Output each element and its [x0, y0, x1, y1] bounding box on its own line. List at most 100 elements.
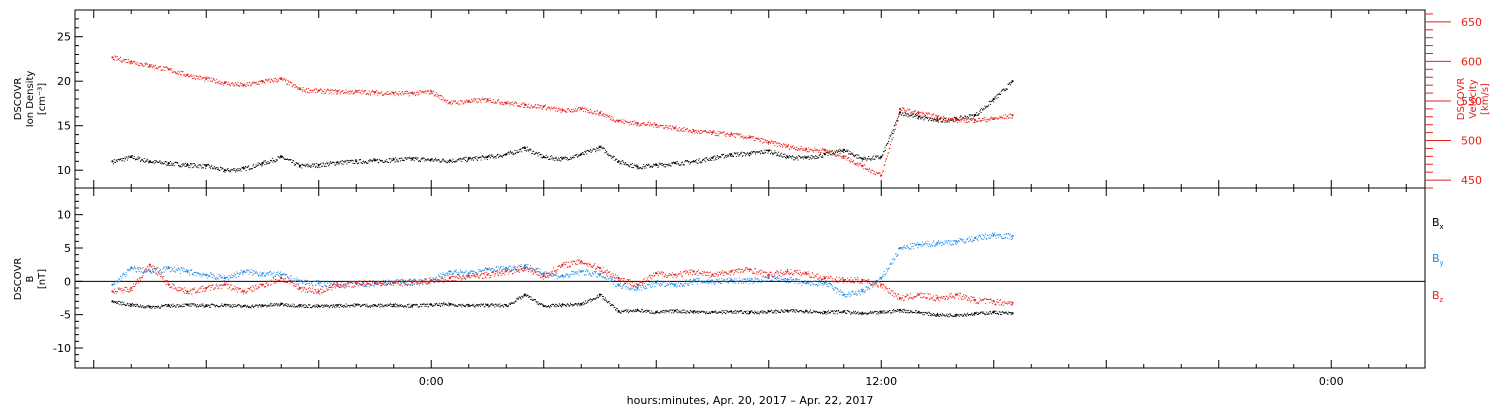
velocity-series-trace-dot: [213, 78, 215, 80]
velocity-series-trace-dot: [560, 109, 561, 111]
velocity-series-trace-dot: [474, 98, 476, 100]
velocity-series-trace-dot: [911, 112, 913, 114]
velocity-series-trace-dot: [469, 101, 471, 103]
bx-series-trace-dot: [625, 309, 627, 311]
ion-density-series-trace-dot: [175, 161, 176, 163]
by-series-trace-dot: [191, 274, 193, 276]
velocity-series-trace-dot: [834, 154, 836, 156]
velocity-series-trace-dot: [976, 121, 978, 123]
velocity-series-trace-dot: [220, 84, 222, 86]
velocity-series-trace-dot: [317, 90, 319, 92]
ion-density-series-trace-dot: [373, 158, 375, 160]
bx-series-trace-dot: [855, 310, 856, 312]
bx-series-trace-dot: [203, 306, 205, 308]
ion-density-series-trace-dot: [241, 167, 243, 169]
bx-series-trace-dot: [268, 304, 270, 306]
ion-density-series-trace-dot: [845, 151, 847, 153]
bx-series-trace-dot: [678, 311, 680, 313]
ion-density-series-trace-dot: [680, 164, 681, 166]
bx-series-trace-dot: [893, 310, 895, 312]
bx-series-trace-dot: [850, 313, 851, 315]
bx-series-trace-dot: [963, 314, 965, 316]
velocity-series-point: [636, 122, 639, 125]
velocity-series-trace-dot: [973, 121, 975, 123]
velocity-series-trace-dot: [726, 132, 728, 134]
ion-density-series-trace-dot: [145, 160, 147, 162]
velocity-series-trace-dot: [662, 124, 664, 126]
ion-density-series-trace-dot: [246, 167, 248, 169]
ion-density-series-trace-dot: [543, 155, 545, 157]
by-series-trace-dot: [141, 272, 143, 274]
ion-density-series-trace-dot: [383, 161, 385, 163]
ion-density-series-trace-dot: [307, 166, 309, 168]
bx-series-trace-dot: [230, 306, 231, 308]
bx-series-trace-dot: [828, 310, 830, 312]
bx-series-trace-dot: [667, 310, 669, 312]
bx-series-trace-dot: [256, 304, 258, 306]
ion-density-series-trace-dot: [371, 161, 373, 163]
ion-density-series-trace-dot: [784, 153, 786, 155]
bx-series-trace-dot: [232, 304, 234, 306]
ion-density-series-trace-dot: [285, 158, 287, 160]
velocity-series-trace-dot: [681, 128, 683, 130]
bx-series-trace-dot: [306, 307, 308, 309]
bx-series-trace-dot: [565, 305, 567, 307]
velocity-series-trace-dot: [1006, 116, 1008, 118]
velocity-series-trace-dot: [678, 127, 680, 129]
by-series-trace-dot: [185, 270, 187, 272]
bx-series-trace-dot: [428, 306, 430, 308]
ion-density-series-trace-dot: [355, 159, 356, 161]
velocity-series-trace-dot: [867, 169, 869, 171]
velocity-series-trace-dot: [160, 66, 161, 68]
velocity-series-trace-dot: [853, 163, 855, 165]
ion-density-series-trace-dot: [182, 163, 184, 165]
bx-series-trace-dot: [538, 303, 540, 305]
bx-series-point: [861, 312, 864, 315]
velocity-series-trace-dot: [515, 101, 516, 103]
bx-series-trace-dot: [779, 311, 781, 313]
bx-series-trace-dot: [285, 304, 286, 306]
by-series-trace-dot: [182, 267, 184, 269]
velocity-series-trace-dot: [856, 164, 858, 166]
bx-series-trace-dot: [735, 310, 736, 312]
velocity-series-trace-dot: [376, 90, 378, 92]
bx-series-trace-dot: [957, 314, 959, 316]
ion-density-series-trace-dot: [588, 150, 590, 152]
bx-series-trace-dot: [348, 305, 350, 307]
bx-series-trace-dot: [221, 303, 223, 305]
bx-series-trace-dot: [916, 312, 918, 314]
velocity-series-trace-dot: [1001, 117, 1003, 119]
ion-density-series-trace-dot: [878, 158, 880, 160]
velocity-series-trace-dot: [233, 83, 235, 85]
velocity-series-trace-dot: [446, 99, 448, 101]
bx-series-trace-dot: [985, 313, 986, 315]
bx-series-trace-dot: [181, 305, 183, 307]
velocity-series-trace-dot: [1008, 116, 1010, 118]
ion-density-series-trace-dot: [395, 157, 396, 159]
by-series-trace-dot: [353, 285, 355, 287]
ion-density-series-trace-dot: [596, 147, 598, 149]
ion-density-series-trace-dot: [949, 119, 951, 121]
ion-density-series-trace-dot: [160, 161, 162, 163]
ion-density-series-trace-dot: [135, 159, 136, 161]
ion-density-series-trace-dot: [164, 161, 166, 163]
ion-density-series-trace-dot: [306, 165, 308, 167]
bx-series-trace-dot: [990, 311, 991, 313]
ion-density-series-trace-dot: [580, 154, 582, 156]
bx-series-trace-dot: [565, 304, 566, 306]
ion-density-series-trace-dot: [345, 161, 346, 163]
velocity-series-trace-dot: [769, 141, 771, 143]
velocity-series-trace-dot: [641, 123, 643, 125]
ion-density-series-trace-dot: [659, 163, 661, 165]
bx-series-trace-dot: [420, 304, 422, 306]
velocity-series-trace-dot: [798, 148, 800, 150]
velocity-series-trace-dot: [521, 102, 523, 104]
ion-density-series-trace-dot: [126, 156, 128, 158]
by-series-trace-dot: [366, 283, 368, 285]
bx-series-trace-dot: [220, 305, 222, 307]
by-series-trace-dot: [291, 278, 293, 280]
bx-series-trace-dot: [119, 304, 121, 306]
velocity-series-trace-dot: [695, 130, 697, 132]
bx-series-trace-dot: [383, 305, 385, 307]
bx-series-trace-dot: [673, 310, 675, 312]
